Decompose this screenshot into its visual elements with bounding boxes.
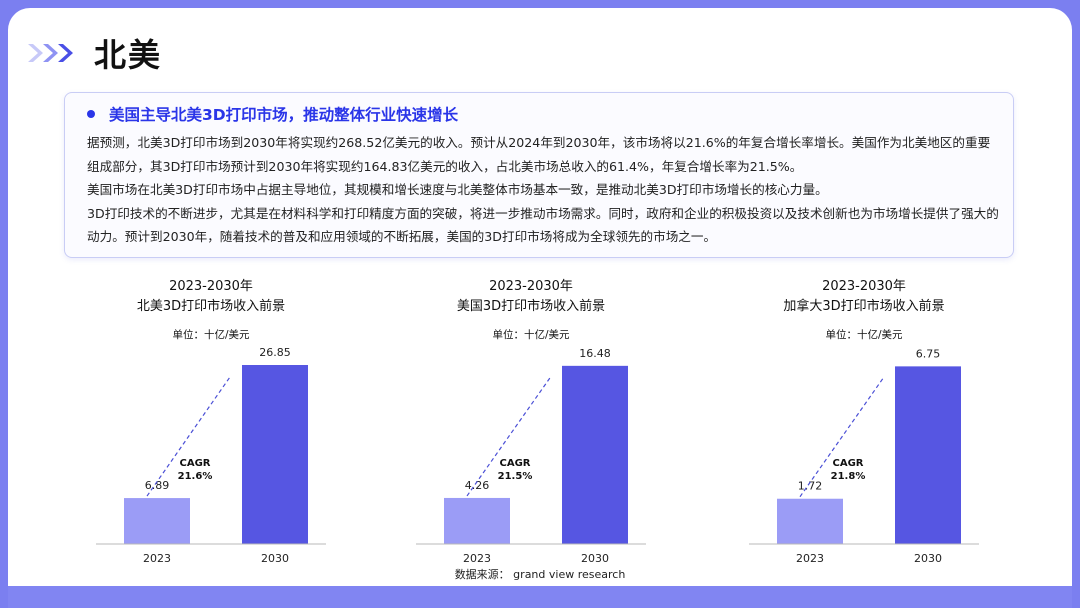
chart-north-america: 2023-2030年北美3D打印市场收入前景 单位：十亿/美元 6.89 2023 26… (96, 270, 326, 570)
x-tick-label-2030: 2030 (914, 552, 942, 565)
chart-unit: 单位：十亿/美元 (825, 328, 903, 341)
x-tick-label-2030: 2030 (581, 552, 609, 565)
data-label-2030: 26.85 (259, 346, 291, 359)
x-tick-label-2023: 2023 (143, 552, 171, 565)
cagr-label: CAGR (500, 458, 531, 469)
data-label-2030: 16.48 (579, 347, 611, 360)
data-label-2023: 4.26 (465, 479, 490, 492)
bullet-icon (87, 110, 95, 118)
x-tick-label-2030: 2030 (261, 552, 289, 565)
bar-2023 (777, 498, 843, 544)
card-body: 据预测，北美3D打印市场到2030年将实现约268.52亿美元的收入。预计从20… (87, 131, 999, 249)
cagr-value: 21.5% (498, 471, 533, 482)
bottom-band (8, 586, 1072, 608)
chart-usa: 2023-2030年美国3D打印市场收入前景 单位：十亿/美元 4.26 2023 16… (416, 270, 646, 570)
cagr-value: 21.8% (831, 471, 866, 482)
cagr-trend-line (466, 377, 551, 497)
chart-subtitle: 加拿大3D打印市场收入前景 (783, 298, 944, 314)
chart-subtitle: 美国3D打印市场收入前景 (457, 298, 605, 314)
chevrons-icon (26, 41, 80, 65)
chart-canada: 2023-2030年加拿大3D打印市场收入前景 单位：十亿/美元 1.72 2023 6… (749, 270, 979, 570)
summary-card: 美国主导北美3D打印市场，推动整体行业快速增长 据预测，北美3D打印市场到203… (64, 92, 1014, 258)
bar-2030 (895, 366, 961, 544)
data-source: 数据来源： grand view research (454, 568, 626, 581)
card-paragraph-2: 美国市场在北美3D打印市场中占据主导地位，其规模和增长速度与北美整体市场基本一致… (87, 182, 828, 197)
x-tick-label-2023: 2023 (796, 552, 824, 565)
chart-unit: 单位：十亿/美元 (172, 328, 250, 341)
bar-2030 (242, 365, 308, 544)
x-tick-label-2023: 2023 (463, 552, 491, 565)
cagr-value: 21.6% (178, 471, 213, 482)
chart-title: 2023-2030年 (822, 279, 906, 294)
slide: 北美 美国主导北美3D打印市场，推动整体行业快速增长 据预测，北美3D打印市场到… (8, 8, 1072, 608)
bar-2023 (124, 498, 190, 544)
bar-2023 (444, 497, 510, 544)
data-label-2023: 6.89 (145, 479, 170, 492)
card-heading: 美国主导北美3D打印市场，推动整体行业快速增长 (87, 103, 458, 125)
page-title: 北美 (94, 36, 163, 74)
bar-2030 (562, 365, 628, 544)
cagr-label: CAGR (180, 458, 211, 469)
data-label-2023: 1.72 (798, 480, 823, 493)
chart-subtitle: 北美3D打印市场收入前景 (137, 298, 285, 314)
chart-unit: 单位：十亿/美元 (492, 328, 570, 341)
cagr-trend-line (799, 378, 884, 498)
chart-title: 2023-2030年 (489, 279, 573, 294)
data-label-2030: 6.75 (916, 347, 941, 360)
cagr-trend-line (146, 376, 231, 497)
card-paragraph-1: 据预测，北美3D打印市场到2030年将实现约268.52亿美元的收入。预计从20… (87, 135, 991, 174)
cagr-label: CAGR (833, 458, 864, 469)
slide-header: 北美 (26, 30, 162, 76)
chart-title: 2023-2030年 (169, 279, 253, 294)
card-paragraph-3: 3D打印技术的不断进步，尤其是在材料科学和打印精度方面的突破，将进一步推动市场需… (87, 205, 999, 245)
card-title: 美国主导北美3D打印市场，推动整体行业快速增长 (109, 106, 459, 124)
